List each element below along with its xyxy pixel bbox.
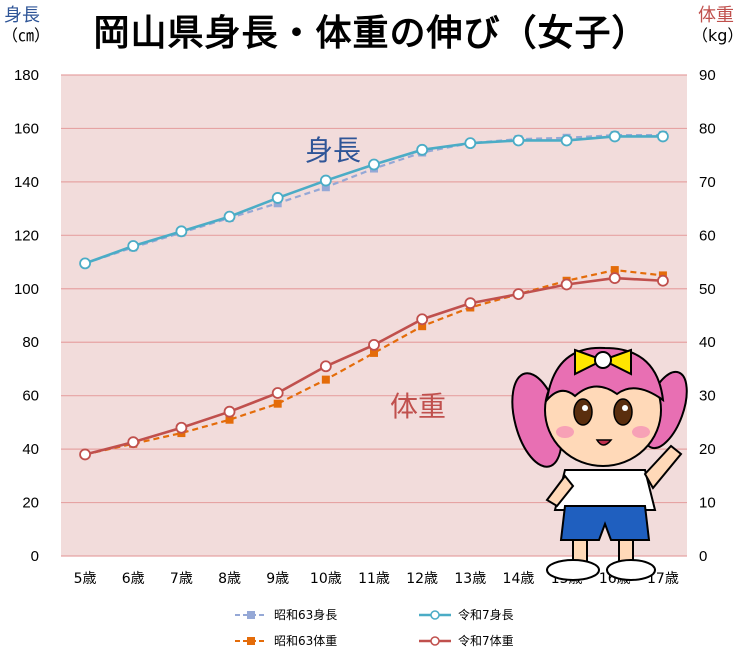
right-tick-label: 70 [699,174,716,191]
left-tick-label: 160 [14,120,39,137]
data-point [321,375,330,384]
x-tick-label: 10歳 [310,571,342,587]
data-point [223,210,236,223]
legend-item-r7-height: 令和7身長 [418,606,514,623]
right-tick-label: 20 [699,441,716,458]
legend-swatch-s63-height [235,610,267,619]
legend-swatch-s63-weight [235,636,267,645]
data-point [321,183,330,192]
left-tick-label: 40 [22,441,39,458]
right-tick-label: 40 [699,334,716,351]
data-point [608,130,621,143]
data-point [610,266,619,275]
x-tick-label: 5歳 [74,571,97,587]
left-axis-title: 身長 （㎝） [2,5,51,46]
x-tick-label: 17歳 [647,571,679,587]
data-point [271,387,284,399]
data-point [127,436,140,449]
data-point [416,143,429,156]
left-axis-ticks: 0 20 40 60 80 100 120 140 160 180 [14,67,39,565]
left-axis-label: 身長 [4,5,40,26]
data-point [560,278,573,291]
right-tick-label: 30 [699,388,716,405]
data-point [175,225,188,238]
data-point [225,415,234,424]
data-point [368,338,380,351]
left-tick-label: 140 [14,174,39,191]
x-tick-label: 13歳 [454,571,486,587]
right-tick-label: 80 [699,120,716,137]
data-point [657,274,669,287]
data-point [127,240,140,252]
data-point [79,257,91,270]
left-tick-label: 60 [22,388,39,405]
data-point [608,272,621,284]
data-point [273,399,282,408]
left-tick-label: 0 [31,548,39,565]
data-point [416,313,429,326]
x-tick-label: 6歳 [122,571,145,587]
x-tick-label: 7歳 [170,571,193,587]
right-tick-label: 50 [699,281,716,298]
legend-swatch-r7-weight [419,635,451,646]
data-point [223,405,236,418]
x-tick-label: 8歳 [218,571,241,587]
left-tick-label: 100 [14,281,39,298]
data-point [368,158,380,171]
legend-swatch-r7-height [419,609,451,620]
left-tick-label: 180 [14,67,39,84]
data-point [464,297,477,310]
legend-item-s63-height: 昭和63身長 [234,606,337,623]
right-tick-label: 0 [699,548,707,565]
weight-series-label: 体重 [390,390,446,423]
data-point [370,348,378,357]
right-axis-title: 体重 （kg） [692,5,742,46]
right-axis-unit: （kg） [692,26,742,45]
data-point [175,421,188,434]
x-tick-label: 9歳 [266,571,289,587]
data-point [271,192,284,204]
height-series-label: 身長 [305,134,361,167]
left-tick-label: 80 [22,334,39,351]
x-axis-ticks: 5歳6歳7歳8歳9歳10歳11歳12歳13歳14歳15歳16歳17歳 [74,571,679,587]
data-point [560,134,573,147]
x-tick-label: 12歳 [406,571,438,587]
right-tick-label: 90 [699,67,716,84]
left-tick-label: 120 [14,227,39,244]
legend-label: 昭和63身長 [274,608,338,622]
data-point [657,130,669,143]
series-1 [79,130,669,270]
legend-item-s63-weight: 昭和63体重 [234,632,337,649]
data-point [79,448,91,461]
data-point [512,288,525,301]
legend-label: 令和7体重 [458,634,514,648]
right-tick-label: 60 [699,227,716,244]
data-point [512,134,525,147]
left-axis-unit: （㎝） [2,26,51,45]
right-axis-label: 体重 [698,5,734,26]
legend-item-r7-weight: 令和7体重 [418,632,514,649]
right-tick-label: 10 [699,495,716,512]
data-point [319,360,332,373]
mascot-girl-illustration [511,346,688,581]
data-point [418,322,427,331]
legend-label: 令和7身長 [458,608,514,622]
right-axis-ticks: 0 10 20 30 40 50 60 70 80 90 [699,67,716,565]
series-3 [79,272,669,461]
data-point [464,137,477,150]
x-tick-label: 14歳 [503,571,535,587]
legend-label: 昭和63体重 [274,634,338,648]
series-group [79,130,669,461]
data-point [319,174,332,187]
chart-title: 岡山県身長・体重の伸び（女子） [93,13,649,54]
left-tick-label: 20 [22,495,39,512]
x-tick-label: 11歳 [358,571,390,587]
